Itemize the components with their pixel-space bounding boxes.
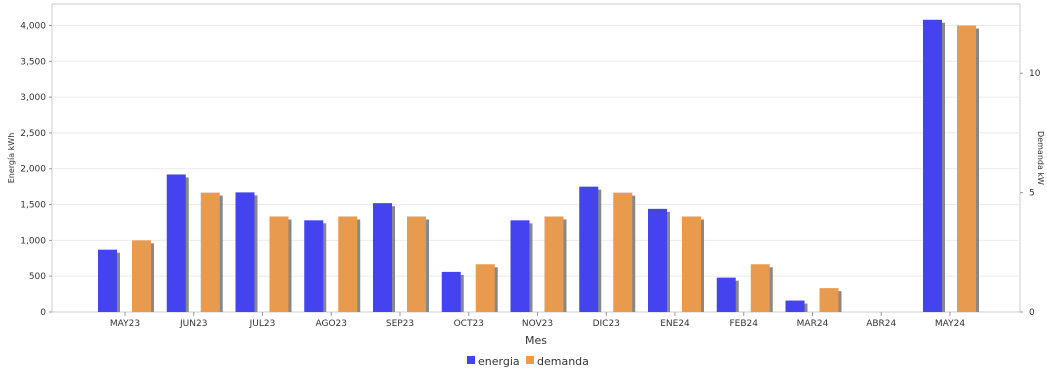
bar-demanda — [269, 216, 289, 312]
bar-energia — [304, 220, 324, 312]
y2-axis-label: Demanda kW — [1036, 131, 1045, 185]
bar-energia — [166, 174, 186, 312]
x-tick-label: NOV23 — [522, 319, 553, 329]
legend-label-energia[interactable]: energia — [478, 355, 520, 368]
y2-tick-label: 0 — [1029, 308, 1035, 318]
bar-energia — [510, 220, 530, 312]
bar-energia — [579, 186, 599, 312]
bar-demanda — [338, 216, 358, 312]
x-tick-label: FEB24 — [730, 319, 759, 329]
x-tick-label: JUL23 — [249, 319, 276, 329]
legend-swatch-energia[interactable] — [467, 356, 475, 364]
x-tick-label: ABR24 — [866, 319, 896, 329]
y2-tick-label: 5 — [1029, 189, 1035, 199]
x-tick-label: DIC23 — [593, 319, 620, 329]
grid-lines — [51, 3, 1021, 313]
plot-frame — [51, 3, 1021, 313]
y-tick-label: 3,000 — [20, 93, 46, 103]
legend-label-demanda[interactable]: demanda — [537, 355, 589, 368]
bar-demanda — [407, 216, 426, 312]
x-tick-label: AGO23 — [315, 319, 347, 329]
x-tick-label: OCT23 — [454, 319, 484, 329]
bar-energia — [923, 19, 942, 312]
bar-energia — [441, 271, 461, 312]
bar-energia — [785, 300, 805, 312]
bar-demanda — [750, 264, 770, 312]
x-tick-label: MAY24 — [935, 319, 965, 329]
x-tick-label: JUN23 — [179, 319, 207, 329]
bar-demanda — [544, 216, 564, 312]
x-axis-label: Mes — [525, 334, 547, 347]
bar-demanda — [819, 288, 839, 312]
bar-demanda — [132, 240, 151, 312]
x-tick-label: SEP23 — [386, 319, 414, 329]
bar-demanda — [613, 192, 633, 312]
y-tick-label: 2,000 — [20, 165, 46, 175]
y-tick-label: 1,000 — [20, 236, 46, 246]
bars — [98, 19, 979, 312]
legend: energia demanda — [467, 355, 589, 368]
bar-demanda — [475, 264, 495, 312]
y-axis-label: Energía kWh — [7, 133, 16, 184]
y-tick-label: 3,500 — [20, 57, 46, 67]
y-tick-label: 2,500 — [20, 129, 46, 139]
bar-energia — [98, 249, 117, 312]
bar-demanda — [957, 25, 976, 312]
y-tick-label: 500 — [29, 272, 46, 282]
legend-swatch-demanda[interactable] — [526, 356, 534, 364]
bar-energia — [235, 192, 255, 312]
bar-energia — [648, 208, 667, 312]
x-tick-label: ENE24 — [660, 319, 690, 329]
x-tick-label: MAR24 — [797, 319, 829, 329]
x-tick-label: MAY23 — [110, 319, 140, 329]
bar-energia — [716, 277, 736, 312]
y-tick-label: 0 — [40, 308, 46, 318]
y-tick-label: 4,000 — [20, 21, 46, 31]
axes: 0 500 1,000 1,500 2,000 2,500 3,000 3,500 4,000 0… — [20, 21, 1040, 329]
y2-tick-label: 10 — [1029, 69, 1041, 79]
bar-energia — [373, 203, 392, 312]
bar-demanda — [200, 192, 220, 312]
y-tick-label: 1,500 — [20, 201, 46, 211]
bar-demanda — [682, 216, 701, 312]
